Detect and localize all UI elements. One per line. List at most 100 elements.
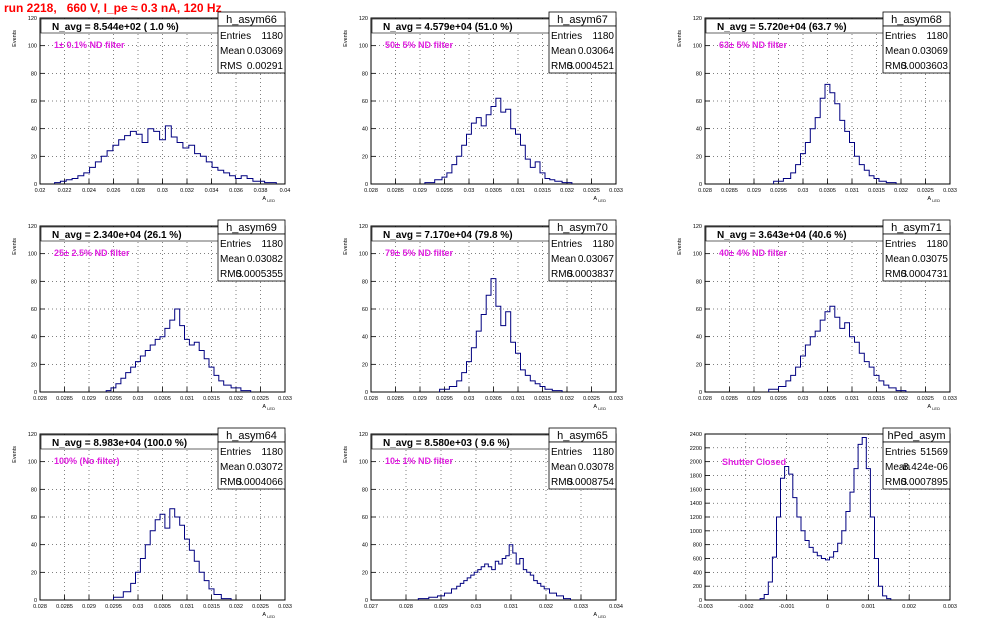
stats-box <box>217 441 286 490</box>
y-tick-label: 2400 <box>690 432 702 438</box>
y-tick-label: 120 <box>359 16 368 22</box>
histogram-bin <box>157 519 158 520</box>
x-tick-label: 0.0285 <box>56 604 73 610</box>
x-tick-label: 0.0325 <box>252 396 269 402</box>
y-tick-label: 40 <box>696 127 702 133</box>
histogram-bin <box>798 164 799 165</box>
x-tick-label: 0.029 <box>82 604 96 610</box>
stats-box <box>548 233 617 282</box>
histogram-bin <box>63 181 64 182</box>
histogram-bin <box>566 182 567 183</box>
histogram-bin <box>510 544 511 545</box>
x-tick-label: 0.026 <box>107 188 121 194</box>
histogram-bin <box>788 380 789 381</box>
y-tick-label: 40 <box>31 543 37 549</box>
stats-label: RMS <box>885 477 908 488</box>
histogram-bin <box>770 581 771 582</box>
stats-box <box>882 441 951 490</box>
histogram-bin <box>80 175 81 176</box>
histogram-bin <box>871 175 872 176</box>
histogram-bin <box>508 311 509 312</box>
histogram-bin <box>839 543 840 544</box>
histogram-bin <box>773 389 774 390</box>
histogram-bin <box>524 569 525 570</box>
histogram-bin <box>206 580 207 581</box>
y-tick-label: 0 <box>365 182 368 188</box>
histogram-bin <box>186 539 187 540</box>
histogram-bin <box>444 177 445 178</box>
histogram-bin <box>528 572 529 573</box>
histogram-bin <box>483 314 484 315</box>
y-tick-label: 100 <box>28 44 37 50</box>
y-tick-label: 120 <box>28 224 37 230</box>
histogram-bin <box>454 164 455 165</box>
x-tick-label: 0.034 <box>205 188 219 194</box>
histogram-bin <box>197 153 198 154</box>
filter-label: 1± 0.1% ND filter <box>54 40 125 50</box>
histogram-name: h_asym69 <box>226 222 277 234</box>
histogram-bin <box>842 328 843 329</box>
y-tick-label: 120 <box>28 432 37 438</box>
histogram-bin <box>517 353 518 354</box>
y-tick-label: 40 <box>696 335 702 341</box>
annotation-text: N_avg = 4.579e+04 (51.0 %) <box>383 22 513 33</box>
x-tick-label: 0.022 <box>58 188 72 194</box>
histogram-bin <box>226 385 227 386</box>
x-tick-label: 0.029 <box>82 396 96 402</box>
histogram-bin <box>884 595 885 596</box>
histogram-bin <box>156 131 157 132</box>
histogram-line <box>105 308 252 392</box>
stats-label: Mean <box>885 462 910 473</box>
y-tick-label: 100 <box>28 460 37 466</box>
histogram-bin <box>113 387 114 388</box>
annotation-text: N_avg = 8.544e+02 ( 1.0 %) <box>52 22 179 33</box>
histogram-pad-h_asym67: 0.028 0.0285 0.029 0.0295 0.03 0.0305 0.031 0.0… <box>343 11 623 203</box>
histogram-bin <box>831 557 832 558</box>
histogram-bin <box>185 147 186 148</box>
x-tick-label: 0.032 <box>229 396 243 402</box>
histogram-bin <box>174 136 175 137</box>
histogram-bin <box>817 331 818 332</box>
histogram-name: h_asym66 <box>226 14 277 26</box>
x-tick-label: 0.0285 <box>387 188 404 194</box>
x-tick-label: 0.032 <box>894 396 908 402</box>
y-axis-label: Events <box>677 238 683 255</box>
histogram-bin <box>433 597 434 598</box>
histogram-bin <box>465 580 466 581</box>
x-tick-label: 0.0315 <box>534 188 551 194</box>
y-tick-label: 100 <box>693 44 702 50</box>
x-tick-label: 0.029 <box>413 188 427 194</box>
histogram-bin <box>802 355 803 356</box>
filter-label: 50± 5% ND filter <box>385 40 453 50</box>
filter-label: 10± 1% ND filter <box>385 456 453 466</box>
stats-value: 0.0004066 <box>236 477 284 488</box>
y-tick-label: 60 <box>696 99 702 105</box>
filter-label: 40± 4% ND filter <box>719 248 787 258</box>
histogram-bin <box>203 156 204 157</box>
histogram-bin <box>429 182 430 183</box>
histogram-bin <box>531 575 532 576</box>
histogram-bin <box>162 514 163 515</box>
stats-box <box>548 25 617 74</box>
histogram-bin <box>486 563 487 564</box>
histogram-bin <box>191 550 192 551</box>
stats-label: Mean <box>885 254 910 265</box>
histogram-line <box>773 83 897 184</box>
x-tick-label: 0.0295 <box>105 396 122 402</box>
histogram-bin <box>815 552 816 553</box>
y-tick-label: 2000 <box>690 460 702 466</box>
x-tick-label: 0.033 <box>609 188 623 194</box>
y-tick-label: 20 <box>362 570 368 576</box>
histogram-bin <box>498 98 499 99</box>
y-tick-label: 20 <box>362 154 368 160</box>
histogram-bin <box>766 594 767 595</box>
histogram-bin <box>866 170 867 171</box>
histogram-bin <box>157 339 158 340</box>
x-axis-label: A LED <box>927 404 940 411</box>
y-tick-label: 20 <box>31 570 37 576</box>
stats-value: 0.03064 <box>578 46 615 57</box>
histogram-bin <box>832 306 833 307</box>
stats-label: Entries <box>220 31 251 42</box>
stats-label: Entries <box>885 31 916 42</box>
